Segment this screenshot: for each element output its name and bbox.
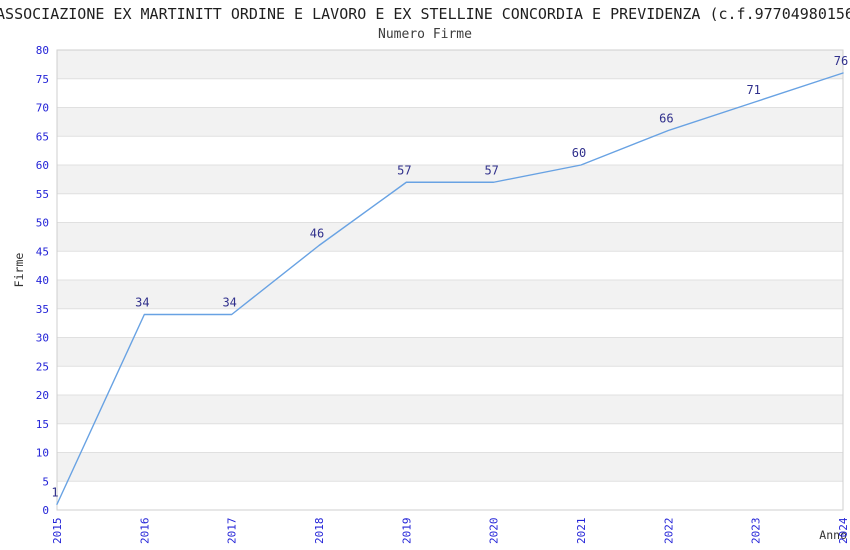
svg-text:2021: 2021 (575, 518, 588, 545)
svg-text:30: 30 (36, 332, 49, 345)
svg-text:45: 45 (36, 245, 49, 258)
svg-text:2015: 2015 (51, 518, 64, 545)
svg-text:2023: 2023 (750, 518, 763, 545)
svg-text:2020: 2020 (488, 518, 501, 545)
data-point-labels: 1 34 34 46 57 57 60 66 71 76 (51, 54, 848, 499)
svg-text:2022: 2022 (662, 518, 675, 545)
chart-subtitle: Numero Firme (378, 27, 472, 42)
svg-text:50: 50 (36, 217, 49, 230)
svg-text:60: 60 (572, 146, 586, 160)
svg-text:15: 15 (36, 418, 49, 431)
svg-text:1: 1 (51, 485, 58, 499)
svg-text:57: 57 (397, 163, 411, 177)
svg-text:57: 57 (484, 163, 498, 177)
svg-text:10: 10 (36, 447, 49, 460)
svg-text:20: 20 (36, 389, 49, 402)
svg-text:34: 34 (222, 296, 236, 310)
svg-text:76: 76 (834, 54, 848, 68)
svg-text:2024: 2024 (837, 517, 850, 544)
svg-text:0: 0 (42, 504, 49, 517)
svg-text:71: 71 (746, 83, 760, 97)
svg-text:70: 70 (36, 102, 49, 115)
svg-text:35: 35 (36, 303, 49, 316)
svg-text:25: 25 (36, 360, 49, 373)
svg-text:2018: 2018 (313, 518, 326, 545)
svg-text:5: 5 (42, 475, 49, 488)
svg-text:2017: 2017 (226, 518, 239, 545)
x-axis-title: Anno (819, 528, 847, 542)
shaded-bands (57, 50, 843, 482)
svg-text:34: 34 (135, 296, 149, 310)
svg-text:80: 80 (36, 44, 49, 57)
chart-title: ASSOCIAZIONE EX MARTINITT ORDINE E LAVOR… (0, 5, 850, 23)
svg-text:2019: 2019 (400, 518, 413, 545)
y-axis-tick-labels: 0 5 10 15 20 25 30 35 40 45 50 55 60 65 70 75 80 (36, 44, 49, 517)
svg-text:46: 46 (310, 227, 324, 241)
svg-text:60: 60 (36, 159, 49, 172)
svg-text:75: 75 (36, 73, 49, 86)
svg-text:65: 65 (36, 130, 49, 143)
plot-border (56, 49, 844, 511)
data-series-line (56, 72, 844, 505)
svg-text:55: 55 (36, 188, 49, 201)
svg-text:40: 40 (36, 274, 49, 287)
x-axis-tick-labels: 2015 2016 2017 2018 2019 2020 2021 2022 2023 2024 (51, 517, 850, 544)
svg-text:2016: 2016 (138, 518, 151, 545)
svg-text:66: 66 (659, 112, 673, 126)
